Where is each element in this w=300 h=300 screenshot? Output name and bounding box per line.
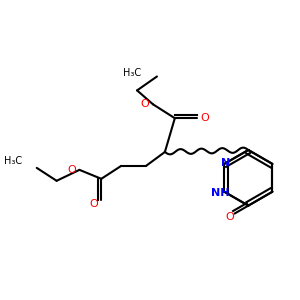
Text: N: N — [220, 158, 230, 168]
Text: O: O — [141, 99, 149, 109]
Text: O: O — [200, 113, 209, 123]
Text: O: O — [225, 212, 234, 222]
Text: O: O — [89, 199, 98, 208]
Text: H₃C: H₃C — [123, 68, 141, 77]
Text: H₃C: H₃C — [4, 156, 22, 166]
Text: O: O — [67, 165, 76, 175]
Text: NH: NH — [211, 188, 230, 198]
